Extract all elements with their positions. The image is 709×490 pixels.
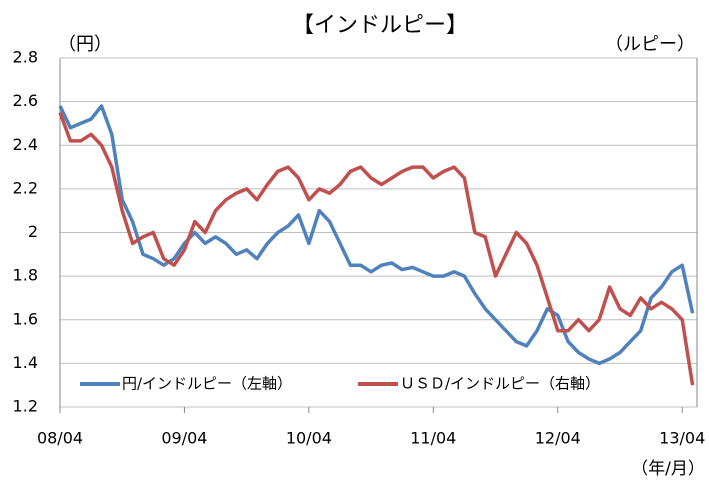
series-line — [58, 104, 695, 366]
x-tick-label: 11/04 — [410, 429, 456, 448]
y2-axis-label: （ルピー） — [605, 34, 695, 55]
y-axis-label: （円） — [58, 34, 112, 55]
x-tick-label: 08/04 — [37, 429, 83, 448]
y-tick-label: 1.8 — [13, 266, 38, 285]
x-tick-label: 12/04 — [535, 429, 581, 448]
series-line — [58, 111, 695, 386]
x-axis-label: （年/月） — [631, 459, 705, 479]
y-tick-label: 2.2 — [13, 178, 38, 197]
x-tick-label: 09/04 — [161, 429, 207, 448]
x-tick-label: 10/04 — [286, 429, 332, 448]
y-tick-label: 2 — [28, 222, 38, 241]
x-tick-label: 13/04 — [659, 429, 705, 448]
chart-title: 【インドルピー】 — [292, 13, 468, 38]
legend-label: ＵＳＤ/インドルピー（右軸） — [400, 375, 600, 393]
y-tick-label: 1.4 — [13, 353, 38, 372]
y-tick-label: 1.6 — [13, 309, 38, 328]
y-tick-label: 2.6 — [13, 91, 38, 110]
y-tick-label: 2.8 — [13, 48, 38, 67]
y-tick-label: 2.4 — [13, 135, 38, 154]
legend-label: 円/インドルピー（左軸） — [122, 375, 292, 393]
y-tick-label: 1.2 — [13, 397, 38, 416]
